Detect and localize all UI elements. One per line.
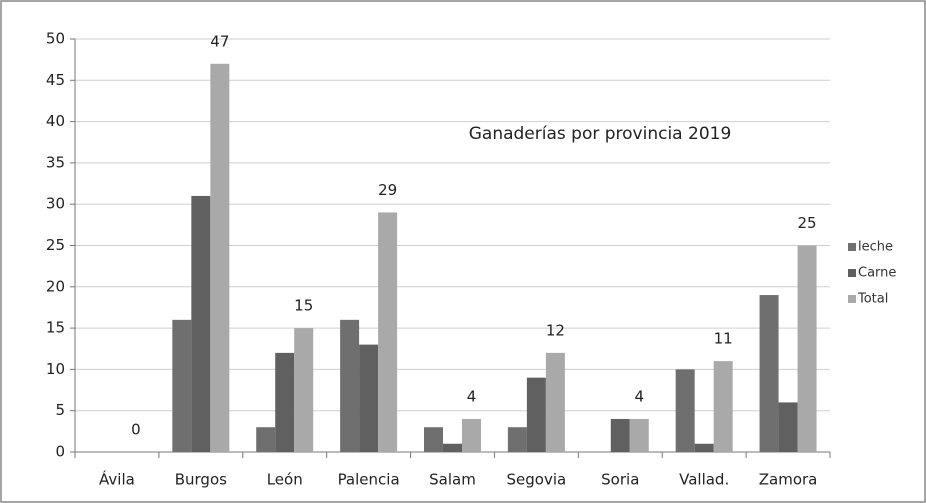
y-tick-label: 10 [46,360,65,378]
bar [675,369,695,452]
x-tick-label: León [267,471,303,489]
bar [359,344,379,452]
data-label: 4 [635,387,645,405]
legend-swatch [848,295,856,303]
data-label: 0 [131,421,141,439]
y-tick-label: 15 [46,319,65,337]
legend-label: Total [857,292,888,307]
x-tick-label: Salam [429,471,476,489]
bar [340,319,360,452]
data-label: 47 [210,32,229,50]
bar [778,402,798,452]
x-tick-label: Segovia [507,471,567,489]
bar [545,352,565,452]
y-tick-label: 0 [55,443,65,461]
bar [629,418,649,452]
data-label: 29 [378,181,397,199]
bar [443,443,462,452]
y-tick-label: 50 [46,30,65,48]
x-tick-label: Vallad. [679,471,729,489]
bar [713,361,733,452]
x-tick-label: Palencia [338,471,400,489]
y-tick-label: 30 [46,195,65,213]
bar [210,63,230,452]
data-label: 12 [546,321,565,339]
legend-label: Carne [858,266,896,281]
x-tick-label: Burgos [175,471,227,489]
bar [424,427,443,452]
legend: leche Carne Total [848,240,896,307]
bar [275,352,295,452]
y-tick-label: 25 [46,236,65,254]
x-tick-label: Soria [601,471,639,489]
legend-label: leche [858,240,893,255]
legend-swatch [848,269,856,277]
bar [507,427,527,452]
data-label: 4 [467,387,477,405]
legend-swatch [848,243,856,251]
y-tick-label: 5 [55,401,65,419]
data-label: 25 [798,214,817,232]
bar [694,443,714,452]
bar [797,245,817,452]
bar [610,418,630,452]
chart-title: Ganaderías por provincia 2019 [469,124,732,144]
bar [191,195,211,452]
x-tick-label: Ávila [99,470,135,489]
data-label: 15 [294,297,313,315]
bar [172,319,192,452]
bar [294,328,314,452]
bar [378,212,398,452]
y-tick-label: 45 [46,71,65,89]
x-tick-label: Zamora [759,471,818,489]
bar [256,427,276,452]
bar [759,295,779,452]
y-tick-label: 40 [46,112,65,130]
data-label: 11 [714,330,733,348]
y-tick-label: 20 [46,277,65,295]
bar [526,377,546,452]
bar [462,418,481,452]
y-tick-label: 35 [46,153,65,171]
